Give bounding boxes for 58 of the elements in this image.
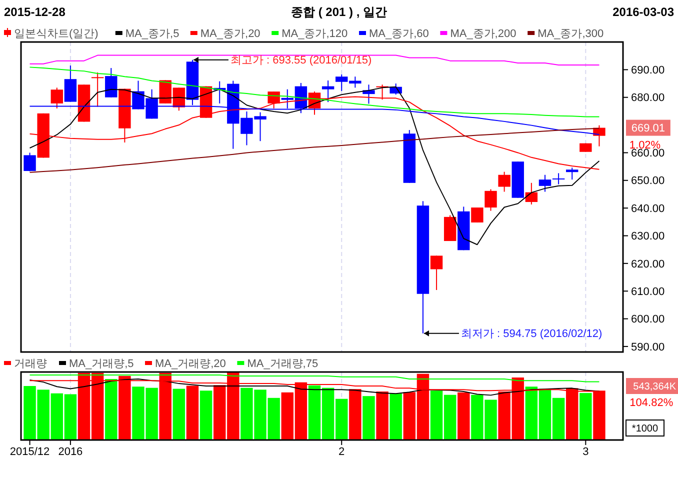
candlestick [471, 207, 484, 223]
bar [362, 396, 375, 440]
y-tick-label: 640.00 [631, 202, 665, 215]
y-tick-label: 650.00 [631, 175, 665, 188]
legend-label: 거래량 [14, 358, 47, 370]
bar [349, 389, 362, 440]
legend-label: 일본식차트(일간) [14, 28, 98, 40]
bar [172, 388, 186, 440]
bar [200, 390, 212, 440]
chart-title: 종합 ( 201 ) , 일간 [290, 5, 388, 19]
x-tick-label: 2016 [58, 446, 83, 458]
legend-label: MA_종가,20 [200, 28, 260, 40]
candlestick [91, 72, 104, 108]
legend-label: MA_거래량,75 [247, 358, 318, 370]
y-tick-label: 600.00 [631, 314, 665, 326]
text: 2016-03-03 [612, 5, 674, 19]
candlestick [498, 171, 510, 192]
x-tick-label: 3 [582, 446, 589, 458]
bar [186, 386, 199, 440]
legend-label: MA_종가,300 [538, 28, 604, 40]
x-tick-label: 2015/12 [10, 446, 50, 458]
line-series [29, 54, 600, 66]
y-tick-label: 680.00 [631, 92, 665, 104]
legend-label: MA_거래량,20 [155, 358, 226, 370]
bar [376, 392, 388, 440]
bar [458, 392, 470, 440]
legend-label: MA_거래량,5 [69, 358, 134, 370]
candlestick [50, 87, 63, 109]
candlestick [484, 188, 497, 212]
annotation: 최고가 : 693.55 (2016/01/15) [230, 54, 372, 67]
candlestick [105, 68, 118, 98]
legend-label: MA_종가,120 [282, 28, 348, 40]
candlestick [24, 152, 36, 172]
line-series [29, 66, 600, 118]
candlestick [552, 172, 565, 185]
y-tick-label: 620.00 [631, 258, 665, 270]
bar [390, 394, 402, 440]
y-tick-label: 630.00 [631, 230, 665, 243]
text: 104.82% [630, 396, 674, 409]
y-tick-label: 690.00 [631, 64, 665, 77]
x-tick-label: 2 [338, 446, 345, 458]
text: *1000 [632, 424, 659, 434]
candlestick [64, 65, 77, 102]
y-tick-label: 590.00 [631, 341, 665, 354]
text: 543,364K [633, 382, 676, 392]
legend-label: MA_종가,200 [450, 28, 516, 40]
legend-label: MA_종가,5 [125, 28, 180, 40]
annotation: 최저가 : 594.75 (2016/02/12) [460, 328, 602, 340]
candlestick [538, 174, 552, 192]
bar [105, 379, 118, 440]
candlestick [566, 167, 578, 180]
bar [580, 393, 592, 440]
text: 669.01 [631, 122, 666, 135]
y-tick-label: 610.00 [631, 286, 665, 298]
text: 2015-12-28 [4, 5, 66, 19]
candlestick [322, 80, 334, 103]
legend-label: MA_종가,60 [369, 28, 429, 40]
candlestick [430, 255, 443, 290]
